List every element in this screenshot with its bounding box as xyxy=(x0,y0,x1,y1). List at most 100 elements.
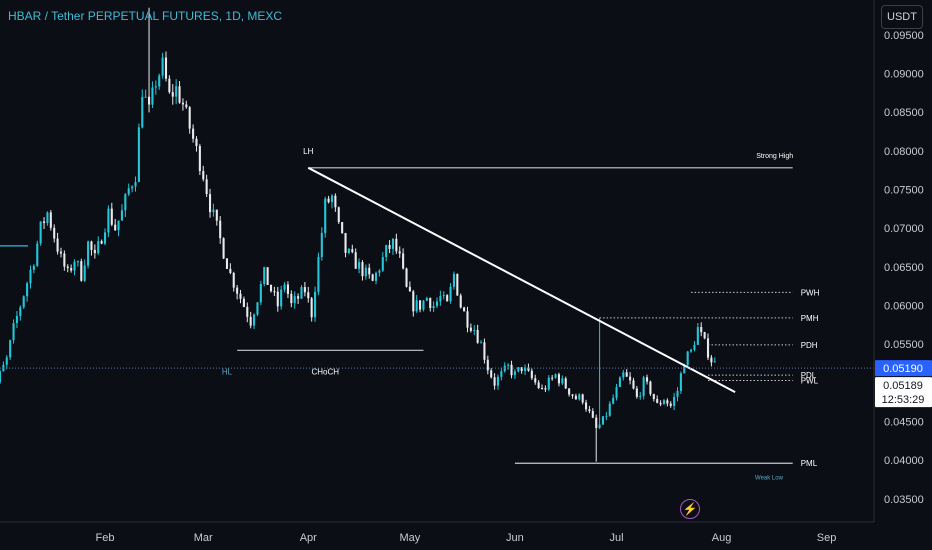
time-tick-label: Mar xyxy=(194,532,213,544)
candle-body xyxy=(591,411,594,418)
candle-body xyxy=(303,287,306,293)
candle-body xyxy=(635,388,638,397)
candle-body xyxy=(530,370,533,379)
candle-body xyxy=(19,307,22,317)
candle-body xyxy=(459,295,462,308)
candle-body xyxy=(212,209,215,213)
candle-body xyxy=(496,376,500,386)
lightning-icon[interactable]: ⚡ xyxy=(680,499,700,519)
candle-body xyxy=(39,221,42,244)
candle-body xyxy=(395,238,398,252)
candle-body xyxy=(90,241,93,250)
candle-body xyxy=(313,291,317,318)
candle-body xyxy=(137,127,140,182)
candle-body xyxy=(446,295,449,302)
candle-body xyxy=(344,233,347,253)
time-tick-label: May xyxy=(400,532,421,544)
candle-body xyxy=(263,267,266,285)
price-tick-label: 0.04000 xyxy=(884,455,924,467)
candle-body xyxy=(500,371,503,377)
candle-body xyxy=(97,241,100,254)
candle-body xyxy=(280,289,283,307)
candle-body xyxy=(710,357,713,363)
candle-body xyxy=(66,266,69,269)
candle-body xyxy=(476,329,479,343)
candle-body xyxy=(615,386,618,398)
candle-body xyxy=(127,188,130,195)
time-axis[interactable]: Feb Mar Apr May Jun Jul Aug Sep xyxy=(0,521,932,550)
candle-body xyxy=(154,86,157,88)
mark-price-text: 0.05189 xyxy=(883,380,923,392)
candle-body xyxy=(5,357,8,365)
candle-body xyxy=(690,349,693,352)
candle-body xyxy=(693,344,696,350)
candle-body xyxy=(578,394,581,400)
candle-body xyxy=(632,380,635,389)
candle-body xyxy=(239,293,242,299)
time-axis-bg xyxy=(0,522,932,550)
candle-body xyxy=(361,262,364,277)
candle-body xyxy=(161,57,164,76)
currency-button[interactable]: USDT xyxy=(881,5,923,29)
candle-body xyxy=(408,286,411,292)
candle-body xyxy=(435,301,439,306)
candle-body xyxy=(564,378,567,389)
level-label: Strong High xyxy=(756,153,793,160)
candle-body xyxy=(246,306,249,317)
candle-body xyxy=(622,372,625,378)
candle-body xyxy=(175,86,178,97)
candle-body xyxy=(324,198,327,233)
candle-body xyxy=(364,267,367,277)
candle-body xyxy=(202,171,205,180)
candle-body xyxy=(300,287,303,299)
candle-body xyxy=(368,267,371,275)
candle-body xyxy=(103,232,107,244)
candle-body xyxy=(649,381,652,394)
candle-body xyxy=(242,298,245,307)
level-label: PMH xyxy=(801,314,819,323)
candle-body xyxy=(507,364,510,366)
price-axis[interactable]: 0.09500 0.09000 0.08500 0.08000 0.07500 0.070… xyxy=(873,0,932,550)
candle-body xyxy=(534,378,537,383)
candle-body xyxy=(15,316,18,324)
candle-body xyxy=(286,284,289,294)
candle-body xyxy=(358,262,361,269)
candle-body xyxy=(595,417,598,428)
candle-body xyxy=(629,376,632,381)
candle-body xyxy=(601,416,605,425)
candle-body xyxy=(388,245,391,249)
chart-title: HBAR / Tether PERPETUAL FUTURES, 1D, MEX… xyxy=(8,9,283,23)
level-label: PWL xyxy=(801,376,819,385)
candle-body xyxy=(29,269,32,284)
candle-body xyxy=(100,241,103,244)
candle-body xyxy=(696,327,699,345)
candle-body xyxy=(229,268,232,273)
time-tick-label: Apr xyxy=(300,532,317,544)
time-tick-label: Jun xyxy=(506,532,524,544)
candle-body xyxy=(524,367,527,372)
candle-body xyxy=(642,377,645,396)
candle-body xyxy=(568,388,571,395)
candle-body xyxy=(192,128,195,139)
candle-body xyxy=(249,316,252,326)
candle-body xyxy=(341,222,344,234)
candle-body xyxy=(120,210,124,221)
candle-body xyxy=(9,340,12,358)
candle-body xyxy=(513,371,516,376)
candle-body xyxy=(473,329,476,331)
candle-body xyxy=(652,393,655,400)
candle-body xyxy=(208,194,212,213)
candle-body xyxy=(56,238,59,252)
candle-body xyxy=(334,195,337,208)
candle-body xyxy=(297,296,300,299)
candle-body xyxy=(557,374,561,384)
candle-body xyxy=(222,238,225,259)
candle-body xyxy=(12,323,15,341)
candle-body xyxy=(585,402,588,410)
candle-body xyxy=(63,253,66,267)
candle-body xyxy=(561,378,564,384)
candle-body xyxy=(259,284,262,303)
candle-body xyxy=(330,195,334,203)
